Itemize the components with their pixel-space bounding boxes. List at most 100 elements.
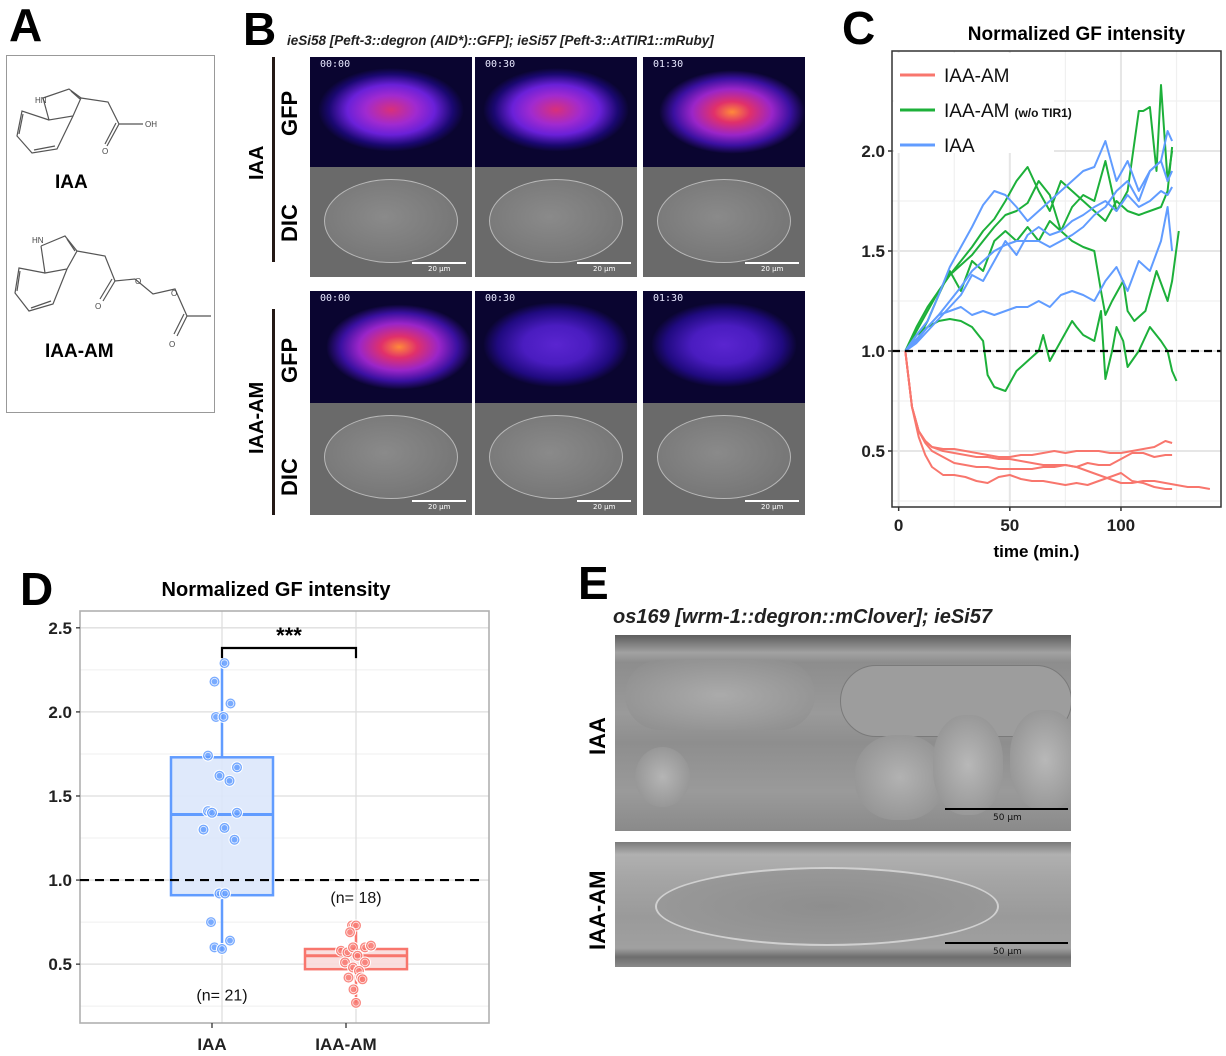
panel-d-y-tick-label: 1.5 bbox=[48, 787, 72, 806]
panel-d-y-tick-label: 2.0 bbox=[48, 703, 72, 722]
panel-d-data-point-ring bbox=[215, 772, 224, 780]
panel-d-y-tick-label: 1.0 bbox=[48, 871, 72, 890]
panel-d-data-point-ring bbox=[361, 958, 369, 967]
panel-d-x-tick-label: IAA-AM bbox=[315, 1035, 376, 1054]
panel-b-gfp-image: 00:30 bbox=[475, 57, 637, 167]
panel-e-iaa-label: IAA bbox=[585, 717, 610, 755]
panel-e-genotype-title: os169 [wrm-1::degron::mClover]; ieSi57 bbox=[613, 606, 992, 628]
panel-c-y-tick-label: 0.5 bbox=[861, 442, 885, 461]
iaa-am-o3-label: O bbox=[171, 289, 177, 298]
iaa-am-o1-label: O bbox=[135, 277, 141, 286]
panel-b-gfp-image: 01:30 bbox=[643, 57, 805, 167]
panel-b-scale-label: 20 µm bbox=[593, 503, 616, 511]
panel-b-timestamp: 00:00 bbox=[320, 59, 351, 70]
panel-d-data-point-ring bbox=[233, 763, 241, 772]
panel-d-data-point-ring bbox=[344, 973, 353, 982]
panel-c-legend-label: IAA-AM bbox=[944, 66, 1009, 87]
panel-b-scale-bar bbox=[577, 262, 631, 264]
panel-d-data-point-ring bbox=[349, 943, 357, 952]
panel-d-plot-background bbox=[80, 611, 489, 1023]
panel-d-data-point bbox=[218, 657, 231, 670]
panel-c-legend-label: IAA-AM (w/o TIR1) bbox=[944, 101, 1072, 122]
panel-d-data-point-ring bbox=[221, 889, 229, 898]
panel-c-series-line bbox=[904, 84, 1174, 352]
panel-b-dic-image: 20 µm bbox=[310, 167, 472, 277]
panel-b-embryo bbox=[657, 179, 791, 263]
panel-c-letter: C bbox=[842, 2, 876, 54]
panel-d-title: Normalized GF intensity bbox=[162, 579, 392, 601]
panel-d-data-point bbox=[197, 823, 210, 836]
iaa-structure: HN OH O IAA HN O O O O IAA-AM bbox=[14, 88, 211, 362]
panel-d-data-point bbox=[208, 675, 221, 688]
iaa-am-o2-label: O bbox=[95, 302, 101, 311]
panel-d-data-point-ring bbox=[346, 928, 354, 936]
panel-e-iaa-am-scale-bar bbox=[945, 942, 1068, 944]
panel-b-iaa-am-dic-label: DIC bbox=[277, 458, 302, 496]
panel-b-scale-label: 20 µm bbox=[761, 265, 784, 273]
panel-d-data-point-ring bbox=[210, 677, 219, 686]
panel-d-data-point bbox=[228, 833, 241, 846]
panel-d-data-point bbox=[344, 926, 356, 939]
panel-d-data-point-ring bbox=[341, 958, 349, 967]
panel-d-data-point bbox=[219, 887, 231, 900]
panel-b-scale-bar bbox=[745, 262, 799, 264]
panel-d-data-point bbox=[224, 697, 237, 710]
panel-c-x-tick-label: 50 bbox=[1000, 516, 1019, 535]
panel-d-data-point-ring bbox=[199, 825, 208, 834]
panel-b-scale-label: 20 µm bbox=[593, 265, 616, 273]
panel-b-iaa-dic-label: DIC bbox=[277, 204, 302, 242]
panel-d-data-point bbox=[351, 949, 364, 962]
iaa-oh-label: OH bbox=[145, 120, 157, 129]
panel-d-data-point bbox=[224, 934, 236, 947]
panel-b-timestamp: 00:30 bbox=[485, 59, 516, 70]
panel-b-dic-image: 20 µm bbox=[475, 167, 637, 277]
panel-d-data-point-ring bbox=[207, 918, 215, 926]
panel-d-y-tick-label: 0.5 bbox=[48, 955, 72, 974]
iaa-am-o4-label: O bbox=[169, 340, 175, 349]
panel-d-significance-bracket bbox=[220, 646, 358, 659]
panel-c-series-line bbox=[904, 350, 1173, 490]
panel-d-data-point-ring bbox=[208, 809, 216, 817]
panel-c-series-line bbox=[904, 350, 1173, 468]
panel-d-data-point-ring bbox=[226, 699, 235, 708]
panel-c-series-line bbox=[904, 206, 1174, 352]
panel-b-dic-image: 20 µm bbox=[643, 167, 805, 277]
panel-b-iaa-am-divider bbox=[272, 309, 275, 515]
iaa-am-compound-name: IAA-AM bbox=[45, 341, 114, 362]
panel-d-n-label-iaa-am: (n= 18) bbox=[330, 890, 381, 907]
panel-c-legend-background bbox=[894, 53, 1054, 153]
panel-d-data-point bbox=[218, 821, 231, 834]
panel-d-data-point-ring bbox=[352, 999, 360, 1007]
panel-b-iaa-divider bbox=[272, 57, 275, 262]
panel-d-data-point bbox=[356, 973, 369, 986]
panel-b-timestamp: 00:30 bbox=[485, 293, 516, 304]
panel-b-gfp-image: 00:00 bbox=[310, 57, 472, 167]
panel-c-title: Normalized GF intensity bbox=[968, 24, 1186, 45]
panel-b-embryo bbox=[324, 415, 458, 499]
panel-d-data-point bbox=[342, 971, 355, 984]
panel-d-data-point bbox=[350, 996, 362, 1009]
panel-c-y-tick-label: 1.5 bbox=[861, 242, 885, 261]
panel-e-letter: E bbox=[578, 557, 609, 609]
iaa-compound-name: IAA bbox=[55, 172, 88, 193]
panel-d-box-plot: Normalized GF intensity (n= 21) (n= 18) ***… bbox=[48, 579, 490, 1054]
panel-d-data-point bbox=[231, 761, 243, 774]
panel-b-dic-image: 20 µm bbox=[475, 403, 637, 515]
panel-d-data-point bbox=[216, 943, 228, 956]
panel-b-gfp-image: 00:30 bbox=[475, 291, 637, 403]
panel-c-y-tick-label: 1.0 bbox=[861, 342, 885, 361]
panel-b-timestamp: 01:30 bbox=[653, 293, 684, 304]
panel-c-x-axis-label: time (min.) bbox=[994, 542, 1080, 561]
iaa-nh-label: HN bbox=[35, 96, 47, 105]
panel-e-iaa-dic-image: 50 µm bbox=[615, 635, 1071, 831]
panel-d-n-label-iaa: (n= 21) bbox=[196, 987, 247, 1004]
panel-d-data-point bbox=[365, 939, 377, 952]
panel-e-iaa-scale-label: 50 µm bbox=[993, 813, 1022, 823]
panel-b-iaa-gfp-label: GFP bbox=[277, 90, 302, 136]
panel-b-embryo bbox=[489, 415, 623, 499]
panel-d-data-point-ring bbox=[352, 921, 360, 930]
panel-b-scale-bar bbox=[412, 262, 466, 264]
panel-d-data-point bbox=[223, 774, 236, 787]
panel-d-data-point-ring bbox=[230, 836, 239, 844]
panel-d-significance-label: *** bbox=[276, 623, 302, 648]
